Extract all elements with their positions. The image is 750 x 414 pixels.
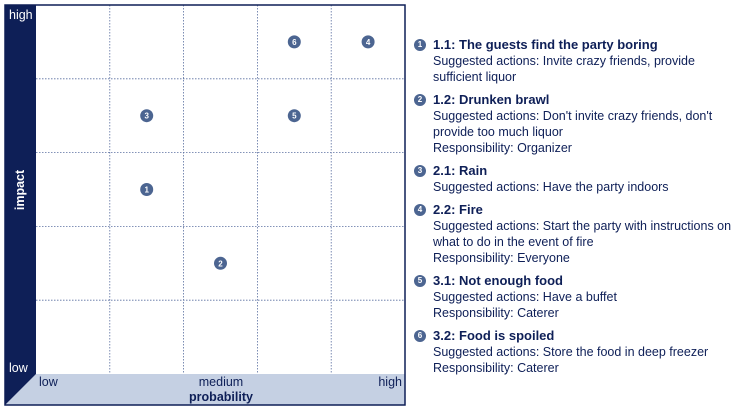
risk-marker-circle — [140, 183, 154, 196]
y-axis-title: impact — [13, 169, 27, 210]
risk-number-badge: 3 — [414, 165, 426, 177]
y-axis-low-label: low — [9, 361, 29, 375]
risk-markers: 1 2 3 4 5 6 — [140, 35, 375, 270]
risk-marker-3: 3 — [140, 109, 154, 123]
matrix-grid — [36, 5, 405, 374]
risk-marker-label: 3 — [144, 112, 149, 121]
matrix-plot-area — [36, 5, 405, 374]
risk-marker-label: 1 — [144, 186, 149, 195]
risk-item-2: 2 1.2: Drunken brawl Suggested actions: Do… — [414, 91, 750, 156]
risk-title: 3.1: Not enough food — [433, 273, 563, 288]
risk-number-badge: 2 — [414, 94, 426, 106]
risk-number-badge: 6 — [414, 330, 426, 342]
matrix-frame — [4, 4, 406, 406]
risk-title: 1.2: Drunken brawl — [433, 92, 550, 107]
risk-detail-line: Responsibility: Caterer — [433, 361, 559, 375]
risk-detail-line: Suggested actions: Have a buffet — [433, 290, 617, 304]
y-axis-band — [5, 5, 36, 405]
risk-marker-label: 4 — [366, 38, 371, 47]
risk-number-badge: 5 — [414, 275, 426, 287]
x-axis-low-label: low — [39, 375, 59, 389]
risk-detail-line: Responsibility: Organizer — [433, 141, 572, 155]
risk-detail-line: what to do in the event of fire — [433, 235, 594, 249]
x-axis-band — [5, 374, 405, 405]
risk-marker-circle — [287, 109, 301, 123]
risk-item-6: 6 3.2: Food is spoiled Suggested actions: … — [414, 327, 750, 376]
risk-detail-line: Suggested actions: Don't invite crazy fr… — [433, 109, 713, 123]
risk-detail-line: Suggested actions: Invite crazy friends,… — [433, 54, 695, 68]
risk-title: 3.2: Food is spoiled — [433, 328, 555, 343]
risk-item-5: 5 3.1: Not enough food Suggested actions: … — [414, 272, 750, 321]
risk-matrix: high low impact low medium high probabil… — [4, 4, 406, 406]
risk-marker-circle — [361, 35, 375, 49]
risk-item-3: 3 2.1: Rain Suggested actions: Have the pa… — [414, 162, 750, 195]
x-axis-medium-label: medium — [199, 375, 243, 389]
risk-marker-label: 2 — [218, 259, 223, 268]
risk-detail-line: Suggested actions: Have the party indoor… — [433, 180, 669, 194]
x-axis-high-label: high — [378, 375, 402, 389]
risk-marker-circle — [140, 109, 154, 123]
risk-title: 2.2: Fire — [433, 202, 483, 217]
risk-marker-4: 4 — [361, 35, 375, 49]
risk-detail-line: Suggested actions: Start the party with … — [433, 219, 732, 233]
risk-marker-1: 1 — [140, 183, 154, 196]
risk-marker-circle — [214, 256, 227, 270]
risk-detail-line: provide too much liquor — [433, 125, 563, 139]
risk-number-badge: 1 — [414, 39, 426, 51]
risk-marker-circle — [287, 35, 301, 49]
risk-marker-5: 5 — [287, 109, 301, 123]
risk-number-badge: 4 — [414, 204, 426, 216]
risk-legend: 1 1.1: The guests find the party boring Su… — [414, 36, 750, 382]
risk-detail-line: sufficient liquor — [433, 70, 517, 84]
risk-detail-line: Suggested actions: Store the food in dee… — [433, 345, 709, 359]
x-axis-title: probability — [189, 390, 253, 404]
risk-title: 1.1: The guests find the party boring — [433, 37, 658, 52]
risk-marker-6: 6 — [287, 35, 301, 49]
risk-title: 2.1: Rain — [433, 163, 488, 178]
risk-marker-label: 5 — [292, 112, 297, 121]
risk-marker-2: 2 — [214, 256, 227, 270]
risk-detail-line: Responsibility: Caterer — [433, 306, 559, 320]
risk-marker-label: 6 — [292, 38, 297, 47]
y-axis-high-label: high — [9, 8, 33, 22]
risk-detail-line: Responsibility: Everyone — [433, 251, 570, 265]
risk-item-1: 1 1.1: The guests find the party boring Su… — [414, 36, 750, 85]
risk-item-4: 4 2.2: Fire Suggested actions: Start the p… — [414, 201, 750, 266]
